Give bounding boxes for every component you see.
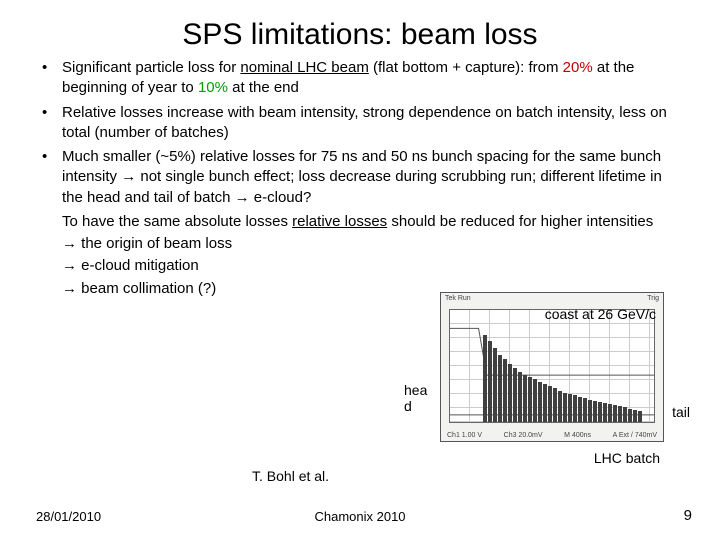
- chart-bar: [603, 403, 607, 422]
- chart-bar: [533, 379, 537, 422]
- chart-bar: [573, 395, 577, 422]
- footer-page: 9: [684, 507, 692, 524]
- chart-bar: [543, 384, 547, 422]
- chart-top-right: Trig: [647, 295, 659, 302]
- annot-tail: tail: [672, 404, 690, 420]
- chart-bar: [523, 375, 527, 422]
- chart-ch3: Ch3 20.0mV: [504, 432, 543, 439]
- chart-bottom-labels: Ch1 1.00 V Ch3 20.0mV M 400ns A Ext / 74…: [447, 432, 657, 439]
- slide: SPS limitations: beam loss Significant p…: [0, 0, 720, 540]
- sub-post: should be reduced for higher intensities: [391, 213, 653, 230]
- arrow-line-3: → beam collimation (?): [38, 279, 418, 299]
- chart-bar: [498, 355, 502, 422]
- annot-coast: coast at 26 GeV/c: [545, 306, 656, 322]
- chart-bar: [553, 388, 557, 422]
- chart-bar: [598, 402, 602, 422]
- chart-bar: [513, 368, 517, 422]
- chart-bar: [638, 411, 642, 422]
- chart-bar: [593, 401, 597, 422]
- chart-timebase: M 400ns: [564, 432, 591, 439]
- bullet-1-mid1: (flat bottom + capture): from: [373, 59, 563, 76]
- chart-bar: [613, 405, 617, 422]
- chart-top-left: Tek Run: [445, 295, 471, 302]
- bullet-list: Significant particle loss for nominal LH…: [38, 58, 672, 208]
- chart-bar: [633, 410, 637, 422]
- chart-plot-area: [449, 309, 655, 423]
- chart-bar: [518, 372, 522, 422]
- sub-line: To have the same absolute losses relativ…: [38, 212, 672, 232]
- chart-bar: [488, 341, 492, 422]
- chart-bar: [528, 377, 532, 422]
- slide-body: Significant particle loss for nominal LH…: [0, 58, 720, 299]
- bullet-3: Much smaller (~5%) relative losses for 7…: [38, 147, 672, 208]
- footer-venue: Chamonix 2010: [0, 509, 720, 524]
- chart-bar: [588, 400, 592, 422]
- chart-bar: [558, 391, 562, 422]
- chart-bar: [628, 409, 632, 422]
- bullet-1-post: at the end: [232, 79, 299, 96]
- bullet-1-green: 10%: [198, 79, 228, 96]
- bullet-1-pre: Significant particle loss for: [62, 59, 240, 76]
- chart-bar: [493, 348, 497, 422]
- chart-bar: [548, 386, 552, 422]
- annot-head: head: [404, 382, 440, 414]
- chart-bar: [583, 398, 587, 422]
- chart-bar: [608, 404, 612, 422]
- citation: T. Bohl et al.: [252, 468, 329, 484]
- chart-top-labels: Tek Run Trig: [445, 295, 659, 302]
- chart-bar: [618, 406, 622, 422]
- sub-pre: To have the same absolute losses: [62, 213, 292, 230]
- chart-bar: [623, 407, 627, 422]
- bullet-1-red1: 20%: [563, 59, 593, 76]
- bullet-2: Relative losses increase with beam inten…: [38, 103, 672, 144]
- bullet-1-u: nominal LHC beam: [240, 59, 368, 76]
- arrow-line-2: → e-cloud mitigation: [38, 256, 418, 276]
- chart-bar: [503, 359, 507, 422]
- arrow-line-1: → the origin of beam loss: [38, 234, 418, 254]
- sub-u: relative losses: [292, 213, 387, 230]
- chart-caption: LHC batch: [594, 450, 660, 466]
- chart-ext: A Ext / 740mV: [613, 432, 657, 439]
- chart-bar: [563, 393, 567, 422]
- chart-bar: [568, 394, 572, 422]
- chart-bar: [483, 335, 487, 422]
- chart-bar: [538, 382, 542, 422]
- chart-bars: [450, 310, 654, 422]
- chart-ch1: Ch1 1.00 V: [447, 432, 482, 439]
- chart-bar: [508, 364, 512, 422]
- oscilloscope-chart: Tek Run Trig Ch1 1.00 V Ch3 20.0mV M 400…: [440, 292, 664, 442]
- chart-bar: [578, 397, 582, 422]
- slide-title: SPS limitations: beam loss: [0, 0, 720, 58]
- bullet-1: Significant particle loss for nominal LH…: [38, 58, 672, 99]
